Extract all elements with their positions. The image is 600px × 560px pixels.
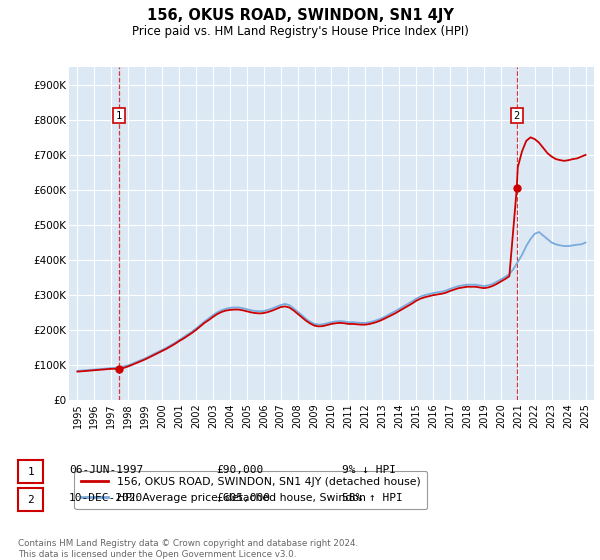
Legend: 156, OKUS ROAD, SWINDON, SN1 4JY (detached house), HPI: Average price, detached : 156, OKUS ROAD, SWINDON, SN1 4JY (detach… [74, 471, 427, 509]
Text: 1: 1 [116, 110, 122, 120]
Text: 06-JUN-1997: 06-JUN-1997 [69, 465, 143, 475]
Text: 2: 2 [514, 110, 520, 120]
Text: 156, OKUS ROAD, SWINDON, SN1 4JY: 156, OKUS ROAD, SWINDON, SN1 4JY [146, 8, 454, 24]
Text: Contains HM Land Registry data © Crown copyright and database right 2024.
This d: Contains HM Land Registry data © Crown c… [18, 539, 358, 559]
Text: 9% ↓ HPI: 9% ↓ HPI [342, 465, 396, 475]
Text: 1: 1 [27, 466, 34, 477]
Text: 58% ↑ HPI: 58% ↑ HPI [342, 493, 403, 503]
Text: £90,000: £90,000 [216, 465, 263, 475]
Text: 2: 2 [27, 494, 34, 505]
Text: Price paid vs. HM Land Registry's House Price Index (HPI): Price paid vs. HM Land Registry's House … [131, 25, 469, 38]
Text: 10-DEC-2020: 10-DEC-2020 [69, 493, 143, 503]
Text: £605,000: £605,000 [216, 493, 270, 503]
